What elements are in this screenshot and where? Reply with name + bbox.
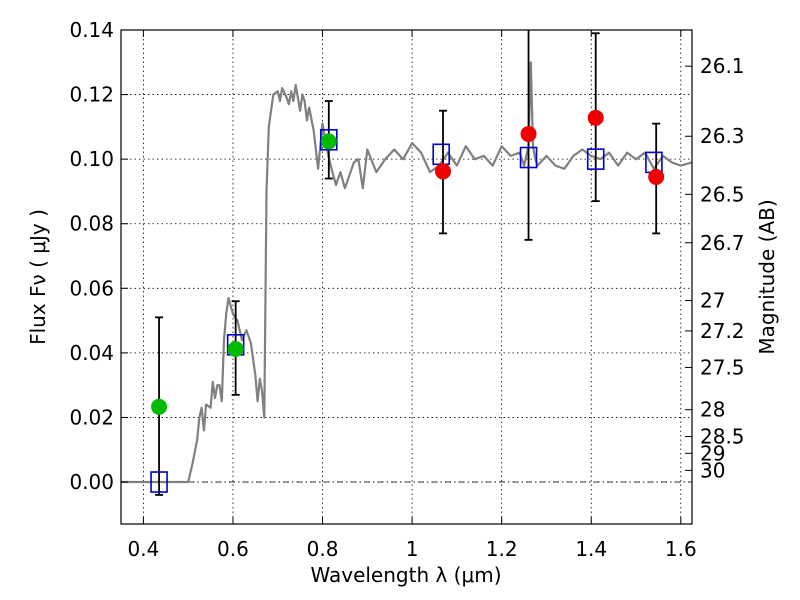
right-tick-label: 26.7 — [700, 231, 745, 255]
model-flux-square — [319, 128, 338, 151]
grid — [121, 29, 692, 524]
right-tick-label: 29 — [700, 441, 725, 465]
y-tick-label: 0.10 — [69, 147, 114, 171]
x-tick-label: 0.4 — [127, 537, 159, 561]
observed-flux-point-green — [320, 133, 337, 150]
y-tick-label: 0.02 — [69, 405, 114, 429]
right-tick-label: 30 — [700, 458, 725, 482]
y-tick-label: 0.08 — [69, 212, 114, 236]
right-axis-title: Magnitude (AB) — [755, 199, 779, 354]
y-axis-title: Flux Fν ( μJy ) — [26, 209, 50, 345]
x-tick-label: 0.6 — [217, 537, 249, 561]
y-tick-label: 0.04 — [69, 341, 114, 365]
right-tick-label: 27.5 — [700, 355, 745, 379]
right-tick-label: 28 — [700, 398, 725, 422]
observed-flux-point-red — [587, 109, 604, 126]
plot-frame — [120, 29, 693, 525]
tick-labels: 0.4 0.6 0.8 1 1.2 1.4 1.6 0.00 0.02 0.04 0.06 0.08 0… — [69, 18, 744, 561]
model-spectrum-line — [121, 61, 692, 484]
right-tick-label: 26.5 — [700, 182, 745, 206]
x-tick-label: 1 — [406, 537, 419, 561]
right-tick-label: 27 — [700, 289, 725, 313]
observed-flux-point-red — [520, 125, 537, 142]
right-tick-label: 26.3 — [700, 124, 745, 148]
x-tick-label: 1.4 — [575, 537, 607, 561]
y-tick-label: 0.00 — [69, 470, 114, 494]
model-flux-square — [586, 148, 605, 170]
right-tick-label: 26.1 — [700, 54, 745, 78]
observed-flux-point-red — [434, 163, 451, 180]
ticks — [121, 29, 692, 524]
model-flux-square — [519, 146, 538, 169]
x-tick-label: 0.8 — [307, 537, 339, 561]
observed-flux-point-red — [648, 168, 665, 185]
model-flux-square — [150, 471, 168, 493]
right-tick-label: 27.2 — [700, 319, 745, 343]
markers — [150, 30, 665, 496]
data-area — [121, 61, 692, 484]
observed-flux-point-green — [227, 341, 244, 358]
observed-flux-point-green — [151, 398, 168, 415]
x-tick-label: 1.2 — [486, 537, 518, 561]
x-axis-title: Wavelength λ (μm) — [310, 563, 501, 587]
x-tick-label: 1.6 — [665, 537, 697, 561]
right-tick-label: 28.5 — [700, 425, 745, 449]
y-tick-label: 0.12 — [69, 83, 114, 107]
y-tick-label: 0.14 — [69, 18, 114, 42]
y-tick-label: 0.06 — [69, 276, 114, 300]
